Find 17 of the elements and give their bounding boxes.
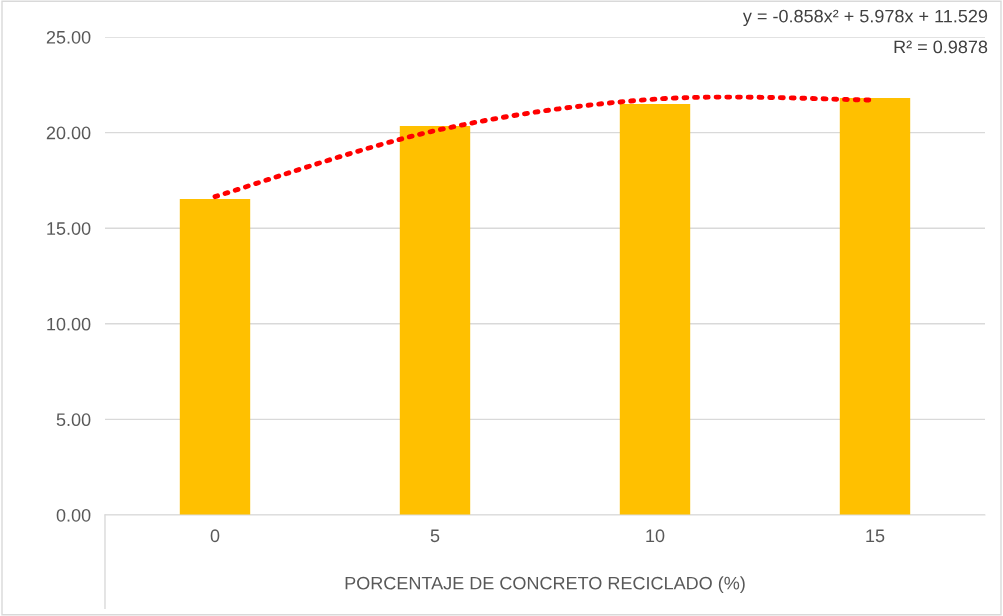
y-tick-label: 15.00 (47, 222, 91, 235)
x-tick-label: 10 (646, 529, 665, 543)
y-tick-label: 10.00 (47, 317, 91, 331)
y-tick-label: 0.00 (56, 508, 91, 522)
y-tick-label: 20.00 (46, 126, 91, 140)
x-tick-label: 5 (430, 529, 440, 543)
bar (399, 125, 471, 515)
x-axis-title: PORCENTAJE DE CONCRETO RECICLADO (%) (345, 576, 745, 594)
x-tick-label: 15 (866, 529, 885, 543)
bar (619, 103, 691, 515)
text: y = -0.858x² + 5.978x + 11.529 (742, 9, 988, 27)
y-tick-label: 25.00 (46, 30, 91, 44)
y-tick-label: 5.00 (56, 413, 91, 427)
annotation: R² = 0.9878 (894, 40, 988, 54)
bar (839, 97, 911, 515)
x-tick-label: 0 (210, 529, 220, 543)
bar (179, 198, 251, 515)
